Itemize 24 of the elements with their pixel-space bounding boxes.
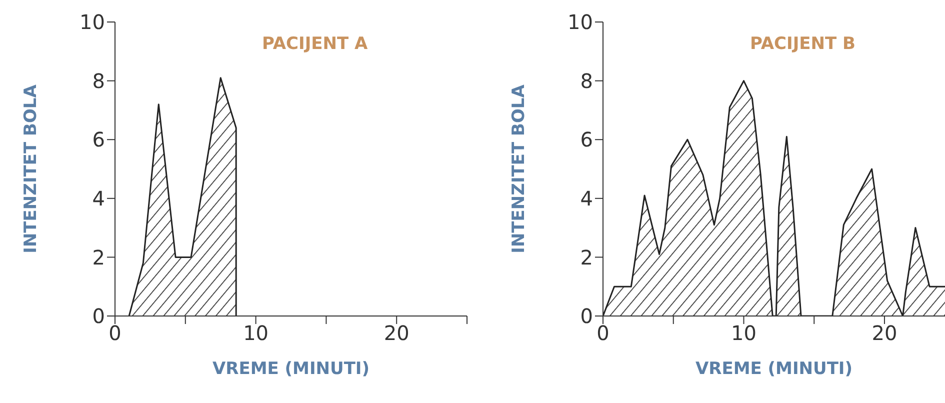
y-tick-label: 4 — [92, 186, 105, 210]
y-tick-label: 0 — [580, 304, 593, 328]
x-tick-label: 10 — [243, 321, 269, 346]
x-tick-label: 20 — [872, 321, 898, 346]
text: PACIJENT A — [262, 34, 368, 54]
y-tick-label: 0 — [92, 304, 105, 328]
x-tick-label: 20 — [384, 321, 410, 346]
x-tick-label: 0 — [108, 321, 122, 346]
x-axis-title: VREME (MINUTI) — [695, 359, 853, 379]
y-axis-title: INTENZITET BOLA — [21, 84, 42, 254]
y-axis-title: INTENZITET BOLA — [509, 84, 530, 254]
y-tick-label: 10 — [568, 10, 593, 34]
x-tick-label: 0 — [596, 321, 610, 346]
y-tick-label: 4 — [580, 186, 593, 210]
y-tick-label: 6 — [92, 128, 105, 152]
y-tick-label: 10 — [80, 10, 105, 34]
text: PACIJENT B — [750, 34, 856, 54]
y-tick-label: 8 — [580, 68, 593, 93]
x-axis-title: VREME (MINUTI) — [212, 359, 370, 379]
y-tick-label: 8 — [92, 68, 105, 93]
y-tick-label: 2 — [580, 245, 593, 270]
y-tick-label: 6 — [580, 128, 593, 152]
y-tick-label: 2 — [92, 245, 105, 270]
x-tick-label: 10 — [731, 321, 756, 346]
